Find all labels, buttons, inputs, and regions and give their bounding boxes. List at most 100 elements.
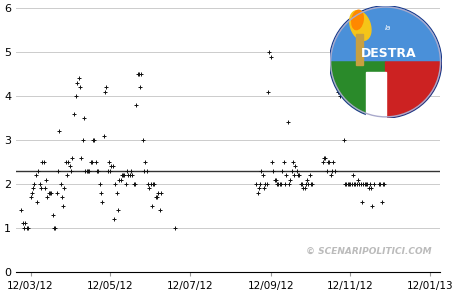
Point [353, 181, 360, 186]
Point [296, 173, 303, 178]
Point [125, 173, 132, 178]
Point [359, 181, 367, 186]
Point [93, 168, 101, 173]
Point [345, 181, 353, 186]
Point [68, 155, 76, 160]
Point [53, 190, 60, 195]
Point [284, 120, 291, 125]
Ellipse shape [352, 10, 364, 30]
Point [18, 208, 25, 213]
Point [63, 173, 71, 178]
Point [127, 168, 134, 173]
Point [344, 181, 351, 186]
Point [274, 181, 281, 186]
Point [79, 138, 86, 142]
Point [362, 181, 369, 186]
Point [354, 177, 362, 182]
Point [126, 173, 134, 178]
Point [75, 76, 83, 81]
Point [357, 181, 364, 186]
Point [108, 164, 115, 169]
Point [65, 160, 72, 164]
Point [319, 160, 326, 164]
Point [39, 160, 46, 164]
Point [370, 181, 377, 186]
Point [348, 181, 355, 186]
Point [369, 204, 376, 208]
Point [27, 195, 34, 199]
Point [122, 181, 129, 186]
Point [327, 173, 334, 178]
Point [82, 168, 89, 173]
Point [339, 85, 346, 90]
Point [114, 208, 122, 213]
Point [140, 168, 148, 173]
Point [325, 160, 332, 164]
Point [20, 225, 28, 230]
Circle shape [330, 6, 442, 118]
Point [56, 129, 63, 134]
Point [283, 173, 290, 178]
Point [144, 181, 151, 186]
Point [358, 199, 366, 204]
Point [289, 160, 297, 164]
Point [148, 204, 156, 208]
Point [373, 85, 380, 90]
Point [100, 133, 107, 138]
Point [136, 85, 144, 90]
Point [58, 195, 66, 199]
Point [336, 94, 343, 99]
Text: DESTRA: DESTRA [361, 47, 416, 60]
Point [152, 195, 159, 199]
Point [151, 181, 158, 186]
Point [91, 138, 98, 142]
Point [150, 181, 157, 186]
Point [22, 221, 29, 226]
Point [45, 190, 52, 195]
Point [153, 195, 161, 199]
Point [252, 181, 260, 186]
Point [70, 111, 77, 116]
Point [347, 181, 354, 186]
Point [61, 186, 68, 191]
Point [323, 168, 330, 173]
Point [364, 181, 371, 186]
Point [147, 181, 154, 186]
Point [67, 168, 75, 173]
Point [146, 186, 153, 191]
Bar [357, 34, 363, 65]
Point [280, 160, 287, 164]
Point [356, 181, 363, 186]
Point [330, 160, 337, 164]
Point [133, 102, 140, 107]
Point [379, 181, 386, 186]
Point [135, 72, 142, 76]
Point [109, 164, 117, 169]
Point [297, 181, 304, 186]
Point [272, 177, 280, 182]
Point [276, 181, 284, 186]
Point [32, 173, 39, 178]
Point [281, 181, 289, 186]
Point [35, 168, 42, 173]
Point [341, 181, 349, 186]
Point [19, 221, 26, 226]
Point [352, 181, 359, 186]
Point [279, 168, 286, 173]
Point [255, 186, 263, 191]
Point [340, 138, 347, 142]
Point [365, 186, 372, 191]
Point [291, 173, 298, 178]
Point [264, 89, 272, 94]
Point [335, 89, 342, 94]
Point [381, 181, 388, 186]
Point [112, 181, 119, 186]
Point [48, 190, 55, 195]
Point [84, 168, 92, 173]
Point [83, 168, 90, 173]
Point [118, 173, 125, 178]
Point [262, 181, 269, 186]
Point [337, 89, 345, 94]
Wedge shape [386, 62, 441, 117]
Point [88, 160, 95, 164]
